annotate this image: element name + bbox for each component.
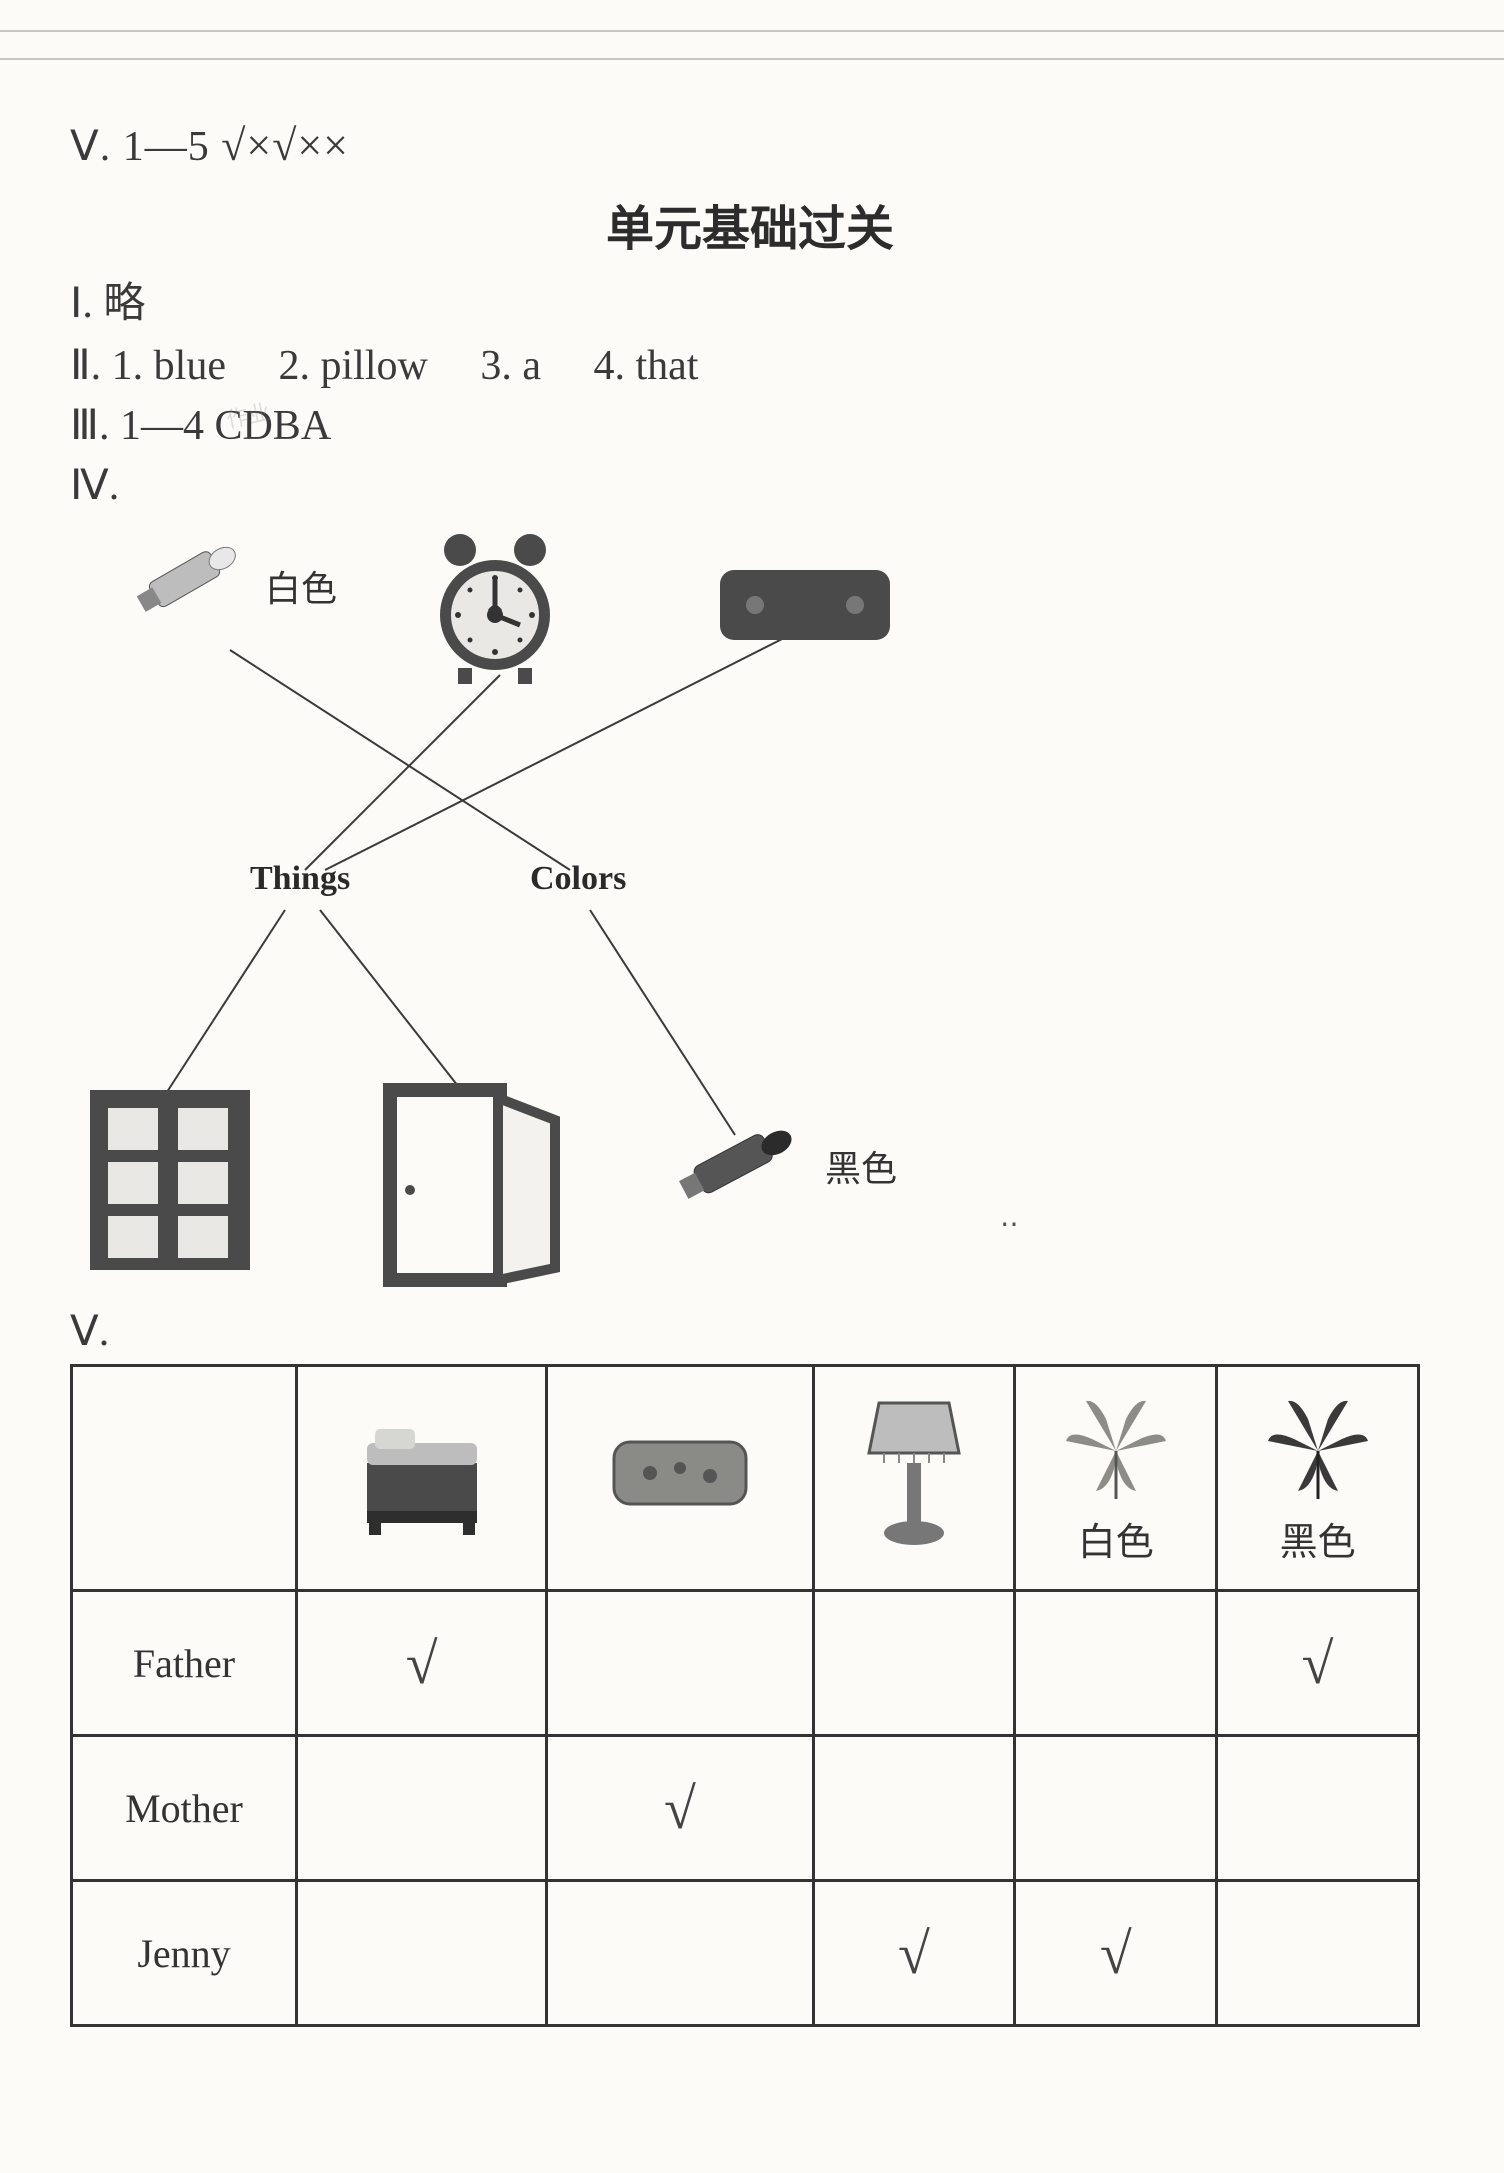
leaf-black-label: 黑色 [1280, 1511, 1356, 1566]
answer-table: 白色 [70, 1364, 1420, 2027]
cell-2-3: √ [1015, 1881, 1217, 2026]
cell-1-4 [1217, 1736, 1419, 1881]
node-colors: Colors [530, 860, 626, 898]
section-ii-item-2: 2. pillow [278, 343, 427, 389]
table-row: Jenny √ √ [72, 1881, 1419, 2026]
col-lamp [813, 1366, 1015, 1591]
pillow-small-icon [600, 1418, 760, 1528]
row-head-father: Father [72, 1591, 297, 1736]
cell-2-2: √ [813, 1881, 1015, 2026]
lamp-icon [854, 1383, 974, 1563]
leaf-white-icon [1056, 1391, 1176, 1501]
paint-tube-black-icon [650, 1110, 830, 1230]
cell-1-2 [813, 1736, 1015, 1881]
content-area: Ⅴ. 1—5 √×√×× 单元基础过关 作业 Ⅰ. 略 Ⅱ. 1. blue 2… [70, 120, 1430, 2027]
page: Ⅴ. 1—5 √×√×× 单元基础过关 作业 Ⅰ. 略 Ⅱ. 1. blue 2… [0, 0, 1504, 2173]
paint-black-label: 黑色 [825, 1140, 897, 1192]
scan-rule-top-1 [0, 30, 1504, 32]
scan-rule-top-2 [0, 58, 1504, 60]
section-ii-item-3: 3. a [480, 343, 541, 389]
paint-white-label: 白色 [265, 560, 337, 612]
section-v-label: Ⅴ. [70, 1306, 1430, 1356]
row-head-jenny: Jenny [72, 1881, 297, 2026]
cell-1-1: √ [547, 1736, 813, 1881]
section-ii-prefix: Ⅱ. [70, 343, 112, 389]
section-iii: Ⅲ. 1—4 CDBA [70, 400, 1430, 450]
stray-dots: ‥ [1000, 1200, 1019, 1234]
table-row: Father √ √ [72, 1591, 1419, 1736]
section-v-prefix: Ⅴ. 1—5 [70, 124, 221, 170]
section-v-marks: Ⅴ. 1—5 √×√×× [70, 120, 1430, 171]
window-icon [80, 1080, 270, 1280]
row-head-mother: Mother [72, 1736, 297, 1881]
paint-tube-white-icon [110, 530, 270, 650]
cell-0-1 [547, 1591, 813, 1736]
leaf-white-label: 白色 [1078, 1511, 1154, 1566]
leaf-black-icon [1258, 1391, 1378, 1501]
table-corner-cell [72, 1366, 297, 1591]
table-row: Mother √ [72, 1736, 1419, 1881]
section-ii-item-4: 4. that [593, 343, 698, 389]
section-v-checks: √×√×× [221, 121, 349, 170]
node-things: Things [250, 860, 350, 898]
page-title: 单元基础过关 [70, 189, 1430, 259]
col-bed [297, 1366, 547, 1591]
door-icon [370, 1080, 570, 1290]
col-leaf-black: 黑色 [1217, 1366, 1419, 1591]
col-leaf-white: 白色 [1015, 1366, 1217, 1591]
cell-1-3 [1015, 1736, 1217, 1881]
pillow-icon [710, 550, 900, 660]
cell-1-0 [297, 1736, 547, 1881]
cell-2-1 [547, 1881, 813, 2026]
cell-2-4 [1217, 1881, 1419, 2026]
table-header-row: 白色 [72, 1366, 1419, 1591]
cell-0-0: √ [297, 1591, 547, 1736]
cell-0-3 [1015, 1591, 1217, 1736]
col-pillow [547, 1366, 813, 1591]
section-iv-label: Ⅳ. [70, 460, 1430, 510]
section-i: Ⅰ. 略 [70, 269, 1430, 330]
matching-diagram: 白色 [70, 520, 1070, 1300]
section-ii: Ⅱ. 1. blue 2. pillow 3. a 4. that [70, 340, 1430, 390]
alarm-clock-icon [410, 520, 590, 690]
bed-icon [347, 1403, 497, 1543]
section-ii-item-1: 1. blue [112, 343, 226, 389]
cell-0-4: √ [1217, 1591, 1419, 1736]
cell-2-0 [297, 1881, 547, 2026]
cell-0-2 [813, 1591, 1015, 1736]
